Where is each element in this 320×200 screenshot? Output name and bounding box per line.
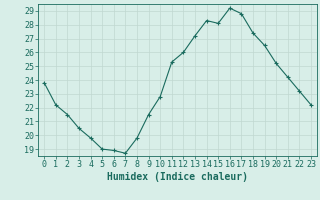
X-axis label: Humidex (Indice chaleur): Humidex (Indice chaleur) [107, 172, 248, 182]
